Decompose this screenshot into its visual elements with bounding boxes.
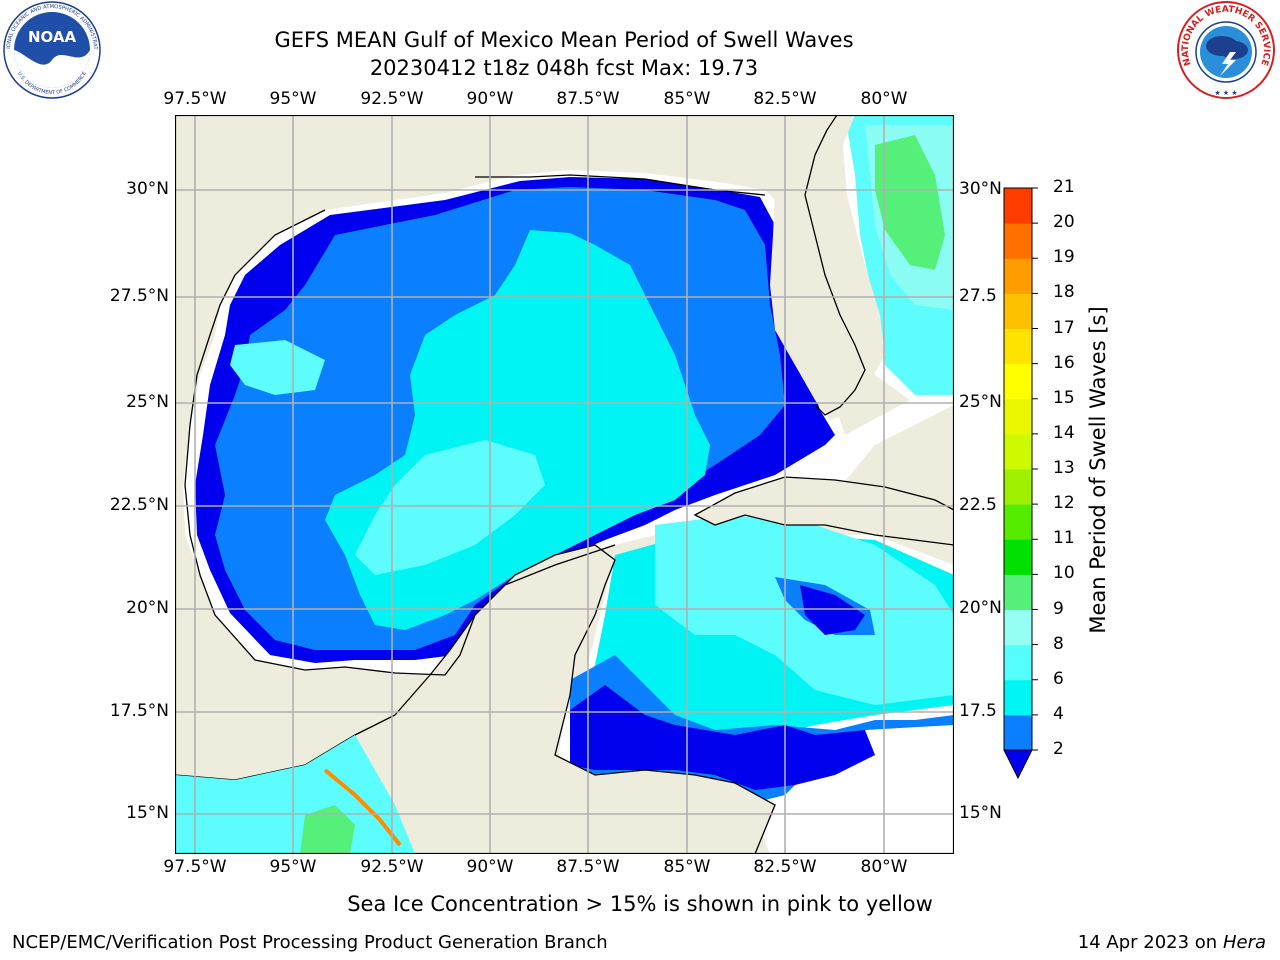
colorbar-under-arrow (1003, 749, 1033, 780)
florida-coastline (804, 114, 866, 416)
lon-tick-label-bottom: 97.5°W (163, 857, 227, 877)
map-frame (174, 114, 955, 855)
lon-tick-label-top: 97.5°W (163, 89, 227, 109)
noaa-logo-text: NOAA (28, 28, 77, 46)
colorbar-segment (1004, 328, 1032, 365)
lon-tick-label-top: 92.5°W (360, 89, 424, 109)
colorbar-segment (1004, 188, 1032, 224)
colorbar-segment (1004, 398, 1032, 435)
chart-subtitle: 20230412 t18z 048h fcst Max: 19.73 (369, 56, 759, 80)
lon-tick-label-bottom: 80°W (860, 857, 908, 877)
colorbar-level-label: 13 (1053, 458, 1075, 478)
lon-tick-label-top: 87.5°W (556, 89, 620, 109)
colorbar-segment (1004, 293, 1032, 329)
lat-tick-label-left: 20°N (126, 598, 169, 618)
lon-tick-label-bottom: 92.5°W (360, 857, 424, 877)
pacific-swell-green (300, 805, 355, 854)
colorbar-segment (1004, 539, 1032, 575)
colorbar-segment (1004, 609, 1032, 646)
lon-tick-label-top: 80°W (860, 89, 908, 109)
colorbar-level-label: 8 (1053, 633, 1064, 654)
lon-tick-label-bottom: 87.5°W (556, 857, 620, 877)
colorbar-segment (1004, 679, 1032, 716)
chart-title: GEFS MEAN Gulf of Mexico Mean Period of … (274, 28, 854, 52)
lat-tick-label-right: 22.5 (959, 495, 997, 515)
lat-tick-label-left: 15°N (126, 803, 169, 823)
colorbar (1000, 186, 1040, 786)
colorbar-level-label: 17 (1053, 317, 1075, 338)
pacific-swell-orange-band (323, 768, 402, 847)
caribbean-swell-deep-blue-patch (800, 585, 865, 635)
pacific-sea (175, 735, 415, 854)
lat-tick-label-left: 17.5°N (109, 701, 169, 721)
lat-tick-label-right: 17.5 (959, 701, 997, 721)
noaa-logo-icon: NOAA NATIONAL OCEANIC AND ATMOSPHERIC AD… (0, 0, 102, 100)
colorbar-segment (1004, 504, 1032, 540)
lon-tick-label-bottom: 95°W (269, 857, 317, 877)
lon-tick-label-bottom: 90°W (466, 857, 514, 877)
colorbar-segment (1004, 644, 1032, 681)
colorbar-level-label: 10 (1053, 563, 1075, 584)
colorbar-segment (1004, 574, 1032, 610)
colorbar-level-label: 11 (1053, 528, 1075, 549)
colorbar-segment (1004, 363, 1032, 400)
colorbar-level-label: 16 (1053, 352, 1075, 373)
sea-ice-note: Sea Ice Concentration > 15% is shown in … (347, 892, 933, 916)
gulf-swell-light-cyan-2 (230, 340, 325, 395)
org-credit: NCEP/EMC/Verification Post Processing Pr… (12, 932, 608, 953)
colorbar-level-label: 12 (1053, 493, 1075, 514)
lat-tick-label-right: 30°N (959, 179, 1002, 199)
map-gridlines (175, 115, 954, 854)
colorbar-level-label: 6 (1053, 668, 1064, 689)
colorbar-segment (1004, 433, 1032, 470)
svg-text:★ ★ ★: ★ ★ ★ (1214, 89, 1237, 97)
lat-tick-label-right: 20°N (959, 598, 1002, 618)
swell-period-map (174, 114, 955, 855)
lon-tick-label-top: 90°W (466, 89, 514, 109)
lat-tick-label-left: 22.5°N (109, 495, 169, 515)
atlantic-swell-green (875, 135, 945, 270)
date-stamp: 14 Apr 2023 on Hera (1078, 932, 1266, 953)
colorbar-segment (1004, 223, 1032, 259)
lat-tick-label-left: 25°N (126, 392, 169, 412)
lon-tick-label-top: 85°W (663, 89, 711, 109)
map-panel (174, 114, 955, 855)
lon-tick-label-bottom: 82.5°W (753, 857, 817, 877)
lon-tick-label-top: 82.5°W (753, 89, 817, 109)
host-text: Hera (1222, 932, 1266, 953)
colorbar-level-label: 4 (1053, 703, 1064, 724)
lon-tick-label-top: 95°W (269, 89, 317, 109)
colorbar-level-label: 2 (1053, 739, 1064, 759)
lon-tick-label-bottom: 85°W (663, 857, 711, 877)
colorbar-segment (1004, 469, 1032, 505)
colorbar-level-label: 15 (1053, 387, 1075, 408)
colorbar-segment (1004, 258, 1032, 294)
florida-land (770, 115, 885, 420)
colorbar-level-label: 21 (1053, 177, 1075, 197)
nws-logo-icon: NATIONAL WEATHER SERVICE ★ ★ ★ (1176, 0, 1276, 100)
lat-tick-label-right: 25°N (959, 392, 1002, 412)
lat-tick-label-right: 15°N (959, 803, 1002, 823)
colorbar-level-label: 14 (1053, 422, 1075, 443)
colorbar-title: Mean Period of Swell Waves [s] (1086, 306, 1110, 634)
date-text: 14 Apr 2023 on (1077, 932, 1218, 953)
colorbar-segment (1004, 714, 1032, 751)
colorbar-level-label: 18 (1053, 282, 1075, 303)
colorbar-level-label: 9 (1053, 598, 1064, 619)
colorbar-level-label: 20 (1053, 212, 1075, 233)
colorbar-level-label: 19 (1053, 247, 1075, 268)
lat-tick-label-left: 27.5°N (109, 286, 169, 306)
gulf-swell-light-cyan (355, 440, 545, 575)
lat-tick-label-left: 30°N (126, 179, 169, 199)
lat-tick-label-right: 27.5 (959, 286, 997, 306)
caribbean-south-deep-blue (570, 685, 875, 790)
